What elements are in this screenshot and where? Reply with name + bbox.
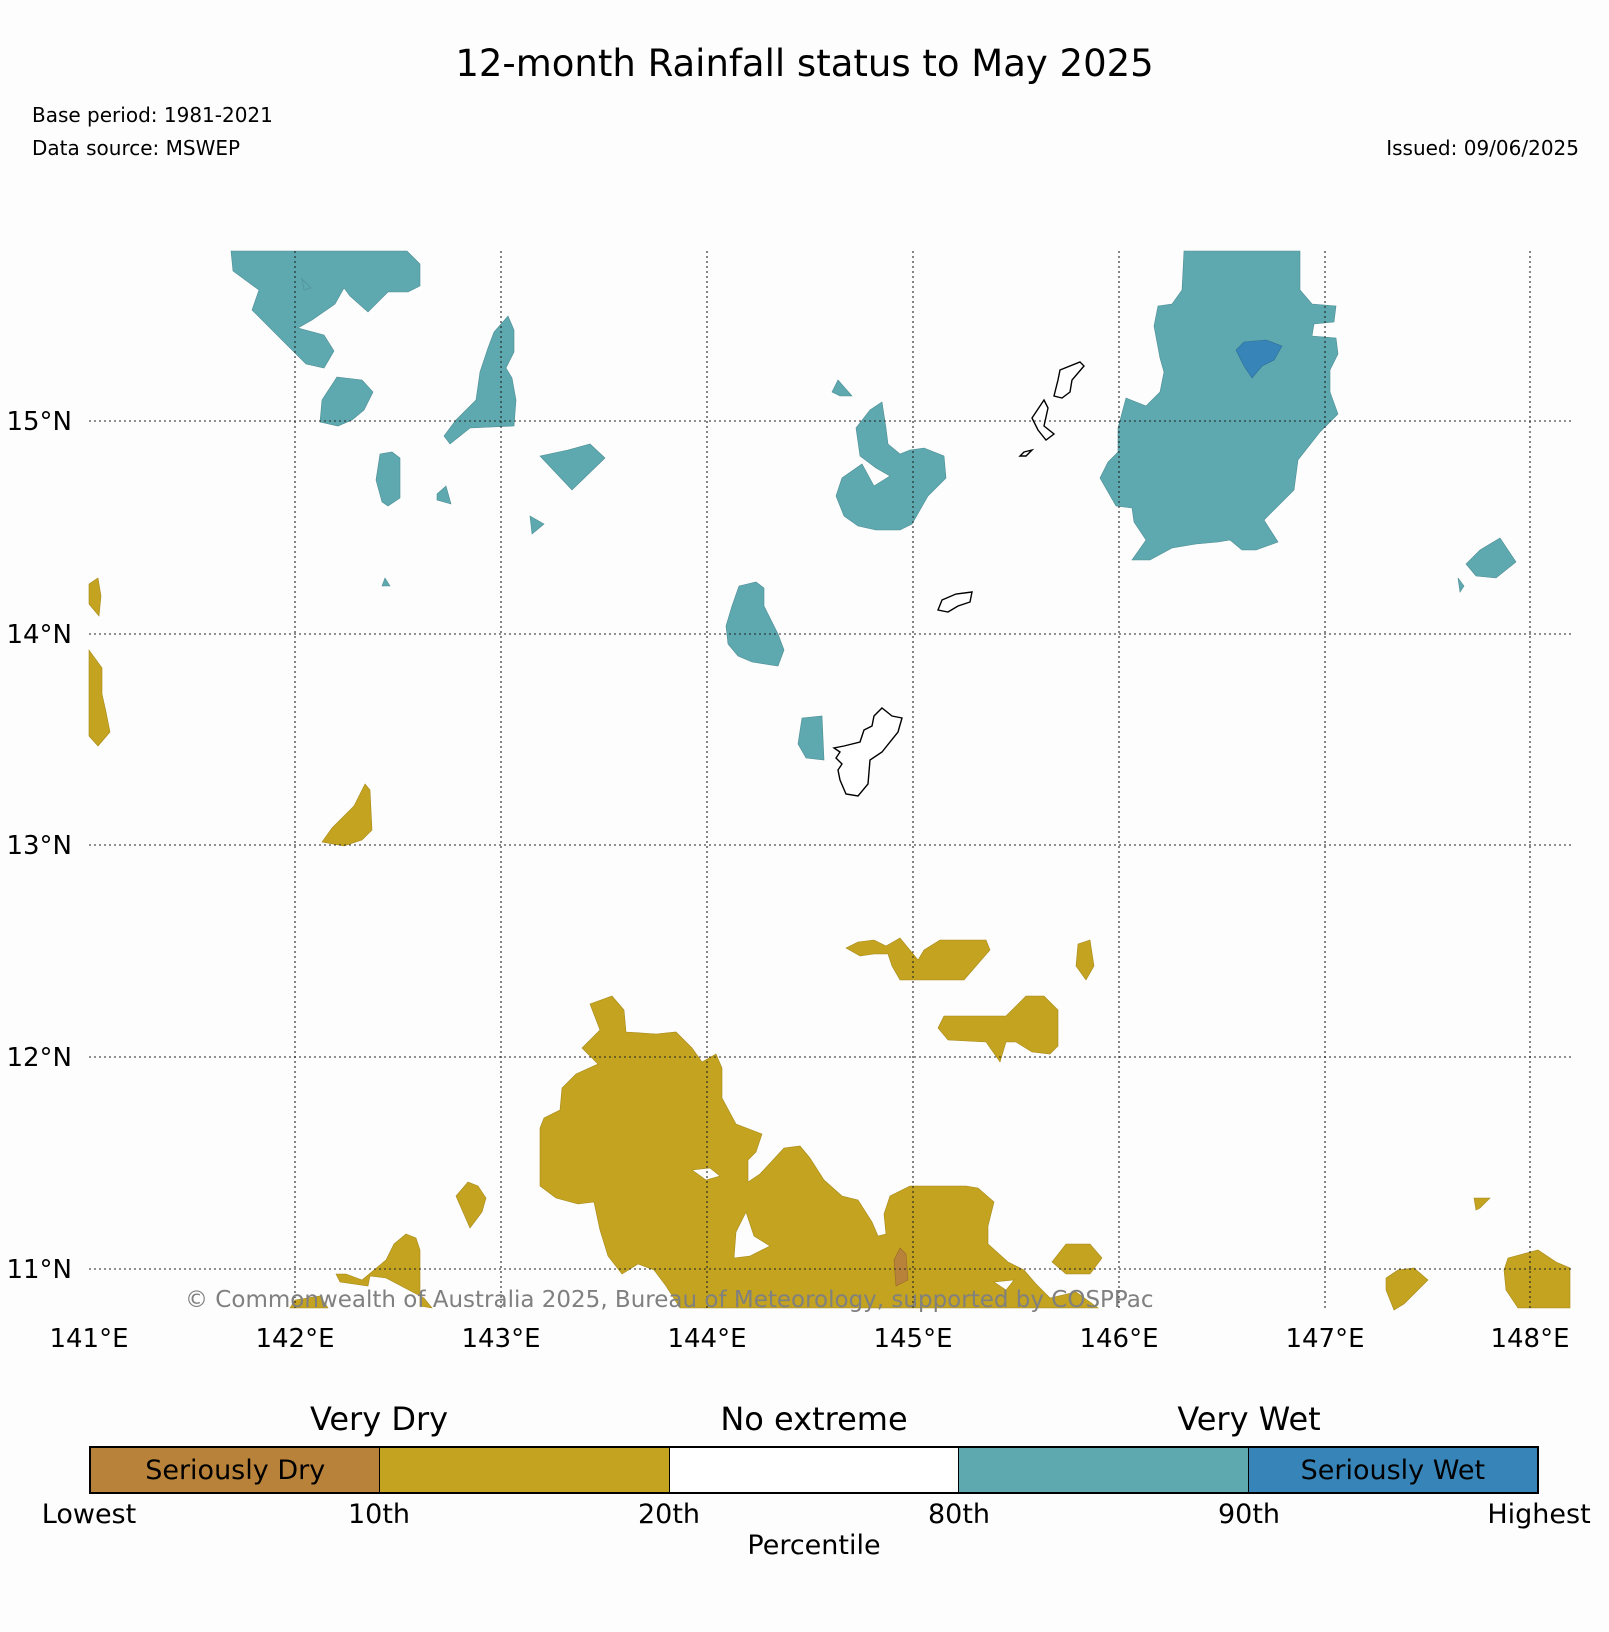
very-dry-area (1385, 1267, 1429, 1311)
lat-tick-label: 13°N (6, 831, 72, 861)
saipan-island-outline (1053, 361, 1085, 399)
lon-tick-label: 142°E (255, 1324, 334, 1354)
very-wet-regions (230, 250, 1517, 761)
very-dry-area (455, 1181, 487, 1229)
island-outlines (832, 361, 1085, 797)
lat-tick-label: 15°N (6, 407, 72, 437)
very-wet-area (797, 715, 825, 761)
very-wet-area (436, 485, 452, 505)
very-wet-area (319, 376, 374, 427)
legend-no-extreme (669, 1448, 960, 1492)
lat-tick-label: 14°N (6, 620, 72, 650)
base-period-note: Base period: 1981-2021 (32, 103, 273, 127)
lon-tick-label: 144°E (667, 1324, 746, 1354)
very-wet-area (539, 443, 606, 491)
very-dry-area (88, 577, 102, 617)
legend-group-no-extreme: No extreme (720, 1400, 908, 1438)
very-dry-area (845, 937, 991, 981)
seriously-dry-area (893, 1247, 909, 1287)
legend-axis-label: Percentile (747, 1530, 881, 1561)
aguijan-island-outline (1018, 448, 1035, 457)
seriously-wet-area (1235, 339, 1283, 379)
lon-tick-label: 147°E (1285, 1324, 1364, 1354)
lat-tick-label: 11°N (6, 1255, 72, 1285)
very-wet-area (230, 250, 421, 369)
legend-tick-highest: Highest (1487, 1499, 1591, 1530)
legend-group-very-wet: Very Wet (1177, 1400, 1321, 1438)
legend-group-very-dry: Very Dry (309, 1400, 449, 1438)
very-dry-area (539, 995, 1099, 1309)
legend-seriously-dry: Seriously Dry (91, 1448, 381, 1492)
legend-tick-80th: 80th (927, 1499, 991, 1530)
copyright-notice: © Commonwealth of Australia 2025, Bureau… (185, 1287, 1154, 1313)
lon-tick-label: 145°E (873, 1324, 952, 1354)
very-wet-area (1465, 537, 1517, 579)
very-dry-area (1075, 939, 1095, 981)
legend-very-dry (380, 1448, 670, 1492)
lon-tick-label: 143°E (461, 1324, 540, 1354)
legend-very-wet (959, 1448, 1249, 1492)
graticule (89, 251, 1572, 1308)
guam-island-outline (832, 707, 903, 797)
very-dry-regions (88, 577, 1571, 1311)
very-wet-area (381, 577, 391, 587)
very-dry-area (1473, 1197, 1491, 1211)
legend-tick-90th: 90th (1217, 1499, 1281, 1530)
very-dry-area (321, 783, 373, 847)
rota-island-outline (937, 591, 973, 613)
very-wet-area (831, 379, 853, 397)
tinian-island-outline (1031, 398, 1056, 441)
legend-tick-10th: 10th (347, 1499, 411, 1530)
lon-tick-label: 148°E (1490, 1324, 1569, 1354)
lat-tick-label: 12°N (6, 1043, 72, 1073)
rainfall-map: © Commonwealth of Australia 2025, Bureau… (6, 250, 1572, 1354)
very-wet-area (375, 451, 401, 507)
very-wet-area (835, 401, 947, 531)
very-wet-area (1099, 250, 1339, 561)
very-dry-area (937, 995, 1059, 1063)
very-wet-area (529, 515, 545, 535)
legend-colorbar: Seriously Dry Seriously Wet (89, 1446, 1539, 1494)
legend-seriously-wet: Seriously Wet (1248, 1448, 1538, 1492)
issued-date: Issued: 09/06/2025 (1386, 136, 1579, 160)
lon-tick-label: 146°E (1079, 1324, 1158, 1354)
very-wet-area (1457, 577, 1465, 593)
data-source-note: Data source: MSWEP (32, 136, 241, 160)
very-wet-area (443, 315, 517, 445)
very-dry-area (289, 1295, 329, 1309)
very-dry-area (1051, 1243, 1103, 1275)
very-dry-area (335, 1233, 433, 1309)
legend-tick-lowest: Lowest (41, 1499, 137, 1530)
very-dry-area (1503, 1249, 1571, 1309)
map-title: 12-month Rainfall status to May 2025 (455, 42, 1154, 85)
lon-tick-label: 141°E (49, 1324, 128, 1354)
legend-tick-20th: 20th (637, 1499, 701, 1530)
very-dry-area (88, 649, 111, 747)
very-wet-area (725, 581, 785, 667)
